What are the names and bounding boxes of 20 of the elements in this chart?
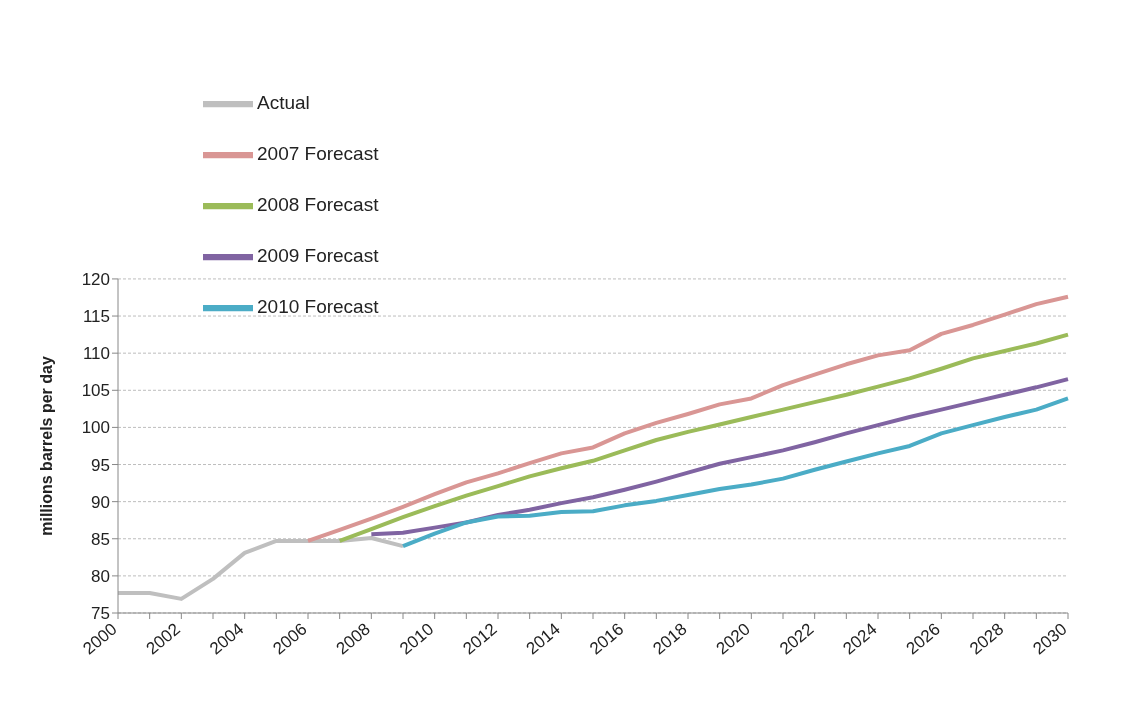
y-axis-title: millions barrels per day [37,356,55,536]
y-tick-label: 110 [82,344,110,364]
legend-label: Actual [257,92,310,113]
y-tick-label: 90 [91,492,110,512]
y-tick-label: 100 [81,418,110,438]
y-tick-label: 120 [81,269,110,289]
line-series [369,377,1070,537]
y-tick-label: 75 [91,604,110,624]
line-series [306,294,1070,543]
legend-label: 2008 Forecast [257,193,379,215]
legend-label: 2009 Forecast [257,244,379,266]
y-tick-label: 95 [91,455,110,475]
legend-label: 2007 Forecast [257,142,379,164]
y-tick-label: 85 [91,529,110,549]
y-tick-label: 80 [91,566,110,586]
legend-label: 2010 Forecast [257,295,379,317]
line-series [337,332,1070,543]
line-series [401,396,1070,549]
y-tick-label: 105 [81,381,110,401]
y-tick-label: 115 [82,307,110,327]
